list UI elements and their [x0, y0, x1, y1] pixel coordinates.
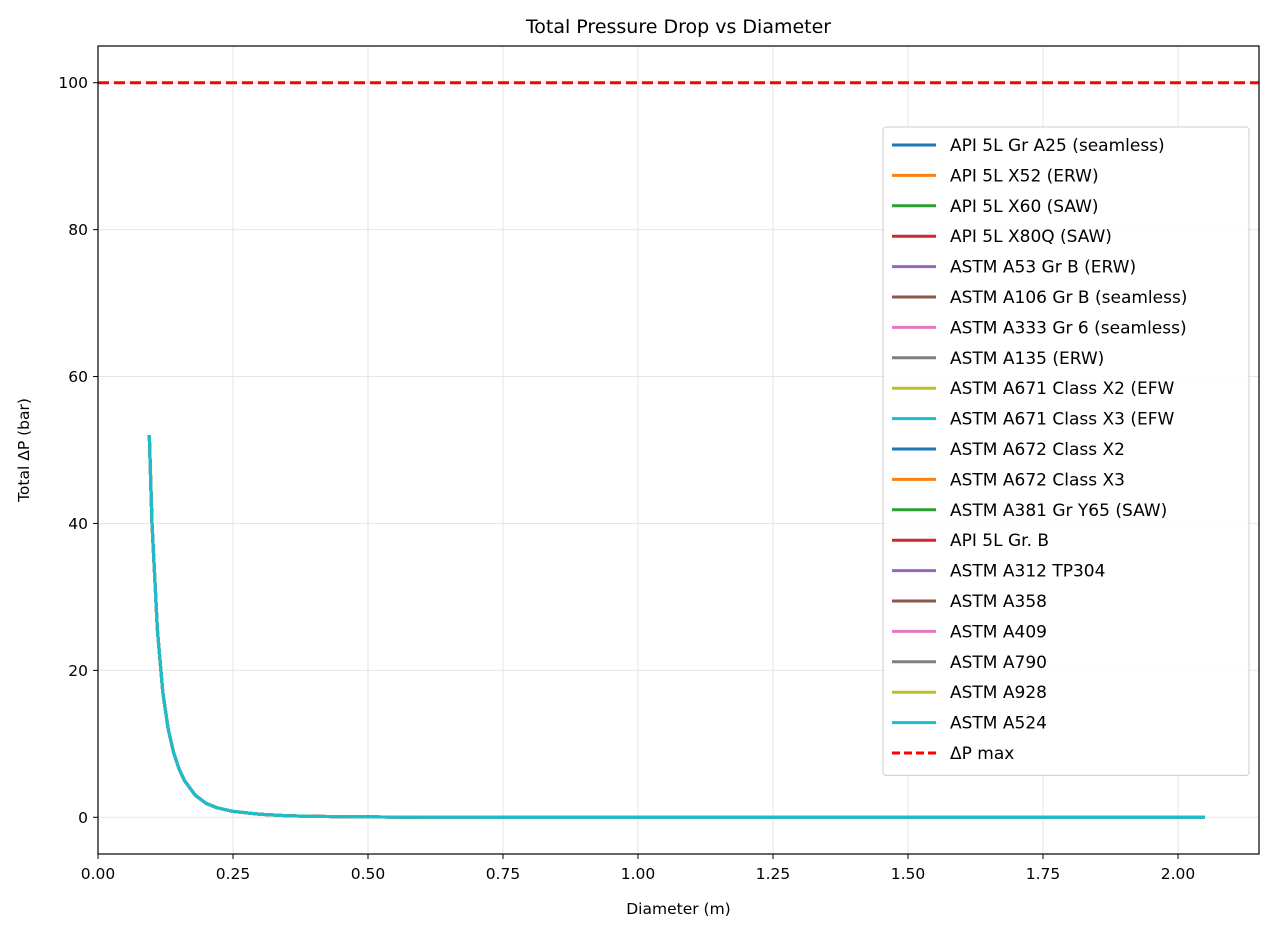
y-tick-label: 60 [68, 368, 88, 386]
legend-label: ASTM A333 Gr 6 (seamless) [950, 318, 1187, 338]
y-axis-ticks: 0 20 40 60 80 100 [58, 74, 98, 827]
series-line-20 [147, 435, 1205, 819]
x-tick-label: 1.75 [1026, 865, 1061, 883]
x-tick-label: 0.00 [81, 865, 116, 883]
y-tick-label: 80 [68, 221, 88, 239]
x-tick-label: 1.50 [891, 865, 926, 883]
x-tick-label: 1.25 [756, 865, 791, 883]
legend-label: API 5L X80Q (SAW) [950, 227, 1112, 247]
legend-box [882, 126, 1250, 776]
legend-label: ASTM A135 (ERW) [950, 349, 1104, 369]
legend-label: ASTM A671 Class X2 (EFW [950, 379, 1175, 399]
y-tick-label: 40 [68, 515, 88, 533]
x-tick-label: 2.00 [1161, 865, 1196, 883]
legend-label: ASTM A672 Class X2 [950, 440, 1125, 460]
x-axis-ticks: 0.00 0.25 0.50 0.75 1.00 1.25 1.50 1.75 2.00 [81, 854, 1196, 883]
legend-label: ASTM A312 TP304 [950, 562, 1105, 582]
legend: API 5L Gr A25 (seamless) API 5L X52 (ERW)… [882, 126, 1250, 776]
legend-label: API 5L X60 (SAW) [950, 197, 1099, 217]
x-tick-label: 0.50 [351, 865, 386, 883]
legend-label: ASTM A106 Gr B (seamless) [950, 288, 1187, 308]
chart-title: Total Pressure Drop vs Diameter [525, 16, 831, 38]
y-axis-label: Total ΔP (bar) [15, 398, 33, 503]
legend-label: ASTM A928 [950, 683, 1047, 703]
y-tick-label: 100 [58, 74, 88, 92]
legend-label: API 5L Gr A25 (seamless) [950, 136, 1165, 156]
legend-label: ΔP max [950, 744, 1014, 764]
legend-label: API 5L Gr. B [950, 531, 1049, 551]
legend-label: API 5L X52 (ERW) [950, 166, 1099, 186]
legend-label: ASTM A524 [950, 714, 1047, 734]
y-tick-label: 20 [68, 662, 88, 680]
x-tick-label: 1.00 [621, 865, 656, 883]
legend-label: ASTM A409 [950, 622, 1047, 642]
axes-frame [97, 45, 1260, 855]
legend-label: ASTM A381 Gr Y65 (SAW) [950, 501, 1167, 521]
legend-label: ASTM A53 Gr B (ERW) [950, 258, 1136, 278]
y-tick-label: 0 [78, 809, 88, 827]
x-tick-label: 0.25 [216, 865, 251, 883]
legend-label: ASTM A358 [950, 592, 1047, 612]
legend-label: ASTM A790 [950, 653, 1047, 673]
legend-label: ASTM A671 Class X3 (EFW [950, 410, 1175, 430]
legend-label: ASTM A672 Class X3 [950, 470, 1125, 490]
x-axis-label: Diameter (m) [626, 900, 730, 918]
x-tick-label: 0.75 [486, 865, 521, 883]
plot-area [98, 81, 1259, 819]
